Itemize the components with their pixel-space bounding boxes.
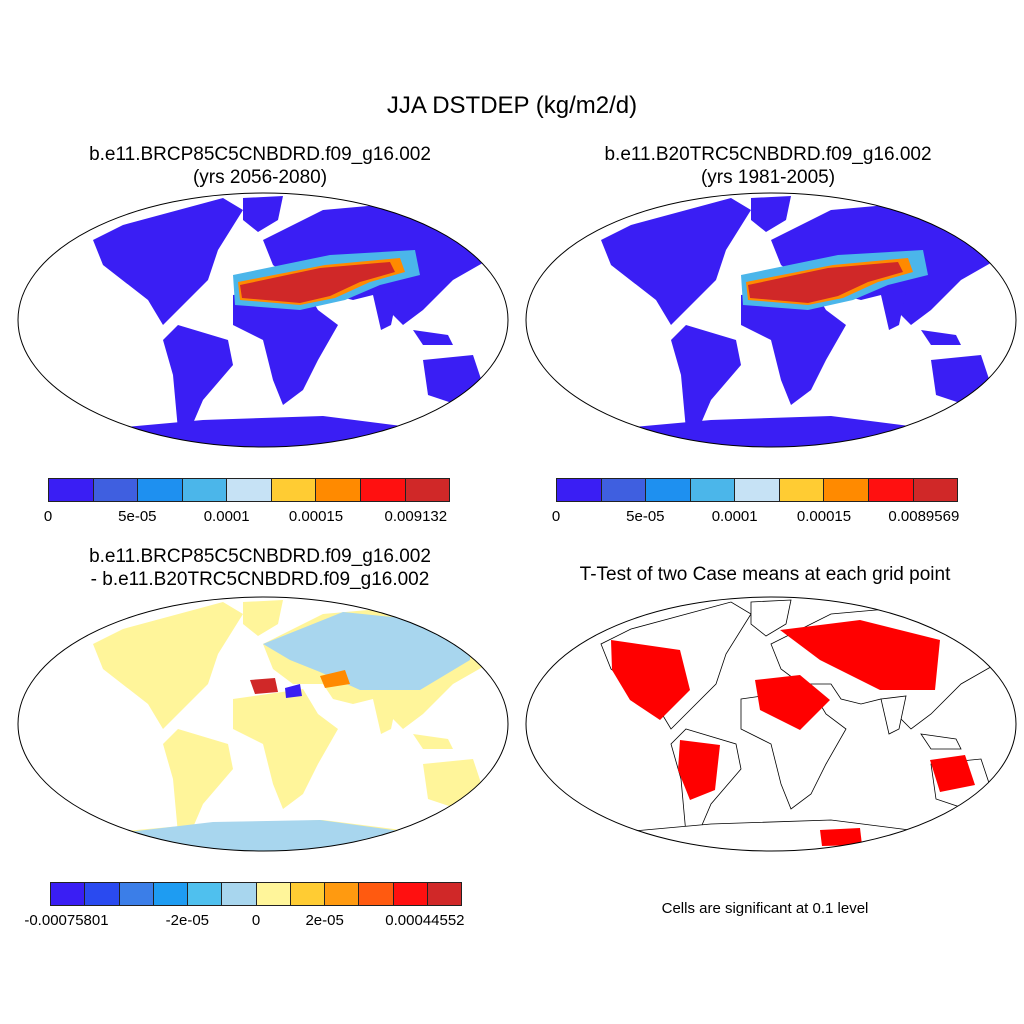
- colorbar-cell: [913, 479, 958, 501]
- colorbar-tick-label: 5e-05: [118, 508, 157, 525]
- colorbar-cell: [188, 883, 223, 905]
- colorbar-cell: [557, 479, 602, 501]
- colorbar-difference: [50, 882, 462, 906]
- colorbar-cell: [690, 479, 736, 501]
- colorbar-cell: [325, 883, 360, 905]
- colorbar-tick-label: 0.00015: [796, 508, 852, 525]
- colorbar-cell: [138, 479, 183, 501]
- panel-future-title: b.e11.BRCP85C5CNBDRD.f09_g16.002 (yrs 20…: [30, 143, 490, 189]
- panel-past-title-line1: b.e11.B20TRC5CNBDRD.f09_g16.002: [604, 144, 932, 165]
- colorbar-cell: [256, 883, 291, 905]
- colorbar-tick-label: 0.0001: [711, 508, 758, 525]
- colorbar-tick-label: 2e-05: [305, 912, 344, 929]
- colorbar-tick-label: 0: [43, 508, 53, 525]
- panel-diff-title: b.e11.BRCP85C5CNBDRD.f09_g16.002 - b.e11…: [30, 545, 490, 591]
- colorbar-tick-label: 0: [251, 912, 261, 929]
- colorbar-cell: [153, 883, 188, 905]
- colorbar-cell: [427, 883, 461, 905]
- panel-diff-title-line1: b.e11.BRCP85C5CNBDRD.f09_g16.002: [89, 546, 431, 567]
- colorbar-cell: [779, 479, 825, 501]
- colorbar-past: [556, 478, 958, 502]
- colorbar-cell: [646, 479, 691, 501]
- colorbar-cell: [824, 479, 869, 501]
- colorbar-cell: [51, 883, 86, 905]
- colorbar-tick-label: 5e-05: [626, 508, 665, 525]
- colorbar-tick-label: -2e-05: [165, 912, 210, 929]
- colorbar-tick-label: 0.0001: [203, 508, 250, 525]
- colorbar-future: [48, 478, 450, 502]
- colorbar-cell: [360, 479, 406, 501]
- panel-future-title-line1: b.e11.BRCP85C5CNBDRD.f09_g16.002: [89, 144, 431, 165]
- panel-past-title-line2: (yrs 1981-2005): [700, 167, 836, 188]
- colorbar-tick-label: 0.009132: [384, 508, 448, 525]
- colorbar-tick-label: 0: [551, 508, 561, 525]
- colorbar-cell: [735, 479, 780, 501]
- figure-title: JJA DSTDEP (kg/m2/d): [386, 92, 638, 119]
- colorbar-cell: [393, 883, 428, 905]
- colorbar-cell: [222, 883, 257, 905]
- colorbar-cell: [359, 883, 394, 905]
- panel-future-title-line2: (yrs 2056-2080): [192, 167, 328, 188]
- colorbar-cell: [405, 479, 450, 501]
- colorbar-tick-label: 0.00015: [288, 508, 344, 525]
- colorbar-cell: [85, 883, 120, 905]
- colorbar-cell: [182, 479, 228, 501]
- colorbar-tick-label: 0.0089569: [888, 508, 960, 525]
- colorbar-cell: [316, 479, 361, 501]
- colorbar-cell: [271, 479, 317, 501]
- ttest-note: Cells are significant at 0.1 level: [661, 900, 869, 917]
- colorbar-tick-label: 0.00044552: [385, 912, 465, 929]
- colorbar-cell: [868, 479, 914, 501]
- colorbar-cell: [49, 479, 94, 501]
- colorbar-cell: [227, 479, 272, 501]
- colorbar-cell: [119, 883, 154, 905]
- panel-ttest-title: T-Test of two Case means at each grid po…: [579, 564, 951, 585]
- colorbar-tick-label: -0.00075801: [24, 912, 109, 929]
- colorbar-cell: [601, 479, 647, 501]
- panel-past-title: b.e11.B20TRC5CNBDRD.f09_g16.002 (yrs 198…: [538, 143, 998, 189]
- colorbar-cell: [93, 479, 139, 501]
- panel-diff-title-line2: - b.e11.B20TRC5CNBDRD.f09_g16.002: [90, 569, 430, 590]
- colorbar-cell: [290, 883, 325, 905]
